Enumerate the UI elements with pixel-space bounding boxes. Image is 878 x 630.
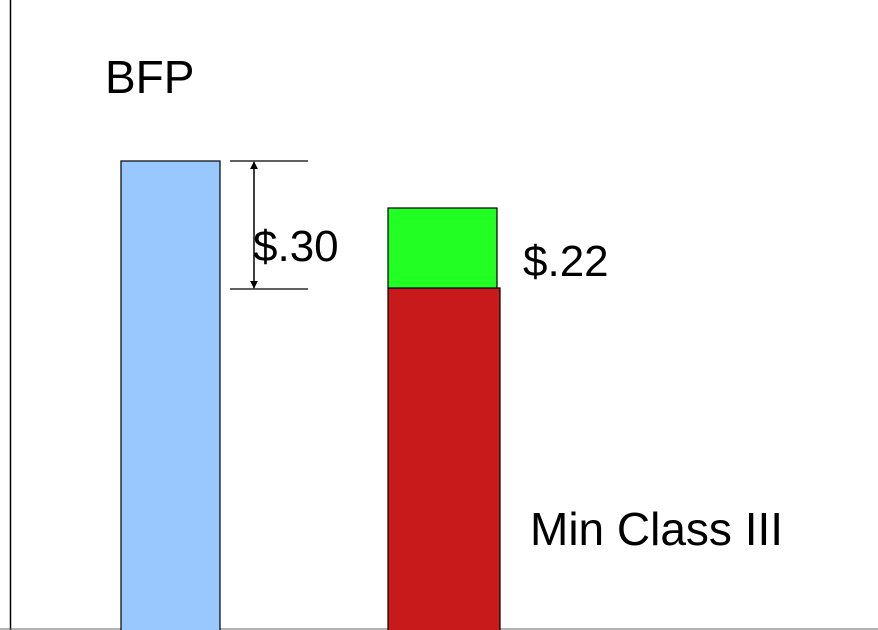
title: BFP [105, 51, 194, 103]
premium-segment [387, 207, 498, 289]
base-label: Min Class III [530, 503, 783, 555]
bfp-bar [120, 160, 221, 630]
segment-label: $.22 [523, 237, 609, 286]
class-iii-bar [387, 287, 501, 630]
difference-label: $.30 [253, 222, 339, 271]
